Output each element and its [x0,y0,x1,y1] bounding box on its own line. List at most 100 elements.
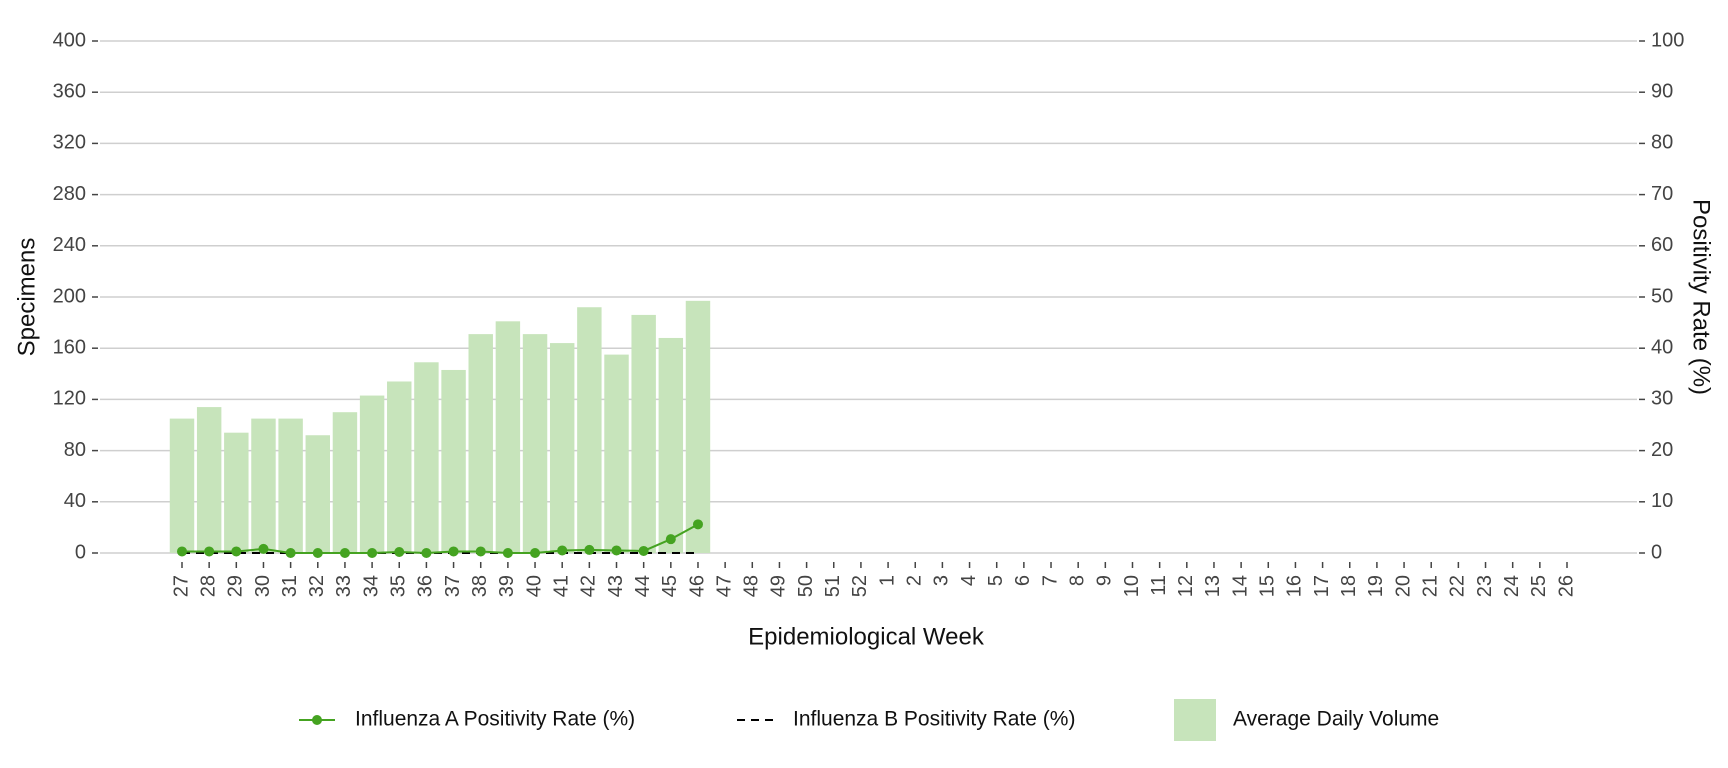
y-tick-label: 280 [53,183,86,205]
x-tick-label: 5 [985,575,1007,586]
point [665,534,676,545]
x-tick-label: 25 [1528,575,1550,597]
point [584,544,595,555]
point [530,548,541,558]
bar [549,343,575,553]
x-tick-label: 44 [632,575,654,597]
x-tick-label: 1 [876,575,898,586]
y2-tick-label: 0 [1651,541,1662,563]
y2-tick-label: 20 [1651,439,1673,461]
x-tick-label: 37 [442,575,464,597]
x-tick-label: 19 [1365,575,1387,597]
point [611,545,622,556]
x-tick-label: 32 [306,575,328,597]
bar [305,435,331,553]
point [339,548,350,558]
bar [658,337,684,553]
y2-tick-label: 60 [1651,234,1673,256]
y-tick-label: 360 [53,80,86,102]
x-tick-label: 33 [333,575,355,597]
point [557,545,568,556]
x-tick-label: 22 [1447,575,1469,597]
x-tick-label: 51 [822,575,844,597]
point [285,548,296,558]
point [421,548,432,558]
x-tick-label: 39 [496,575,518,597]
x-tick-label: 3 [931,575,953,586]
y-tick-label: 120 [53,388,86,410]
x-tick-label: 50 [795,575,817,597]
bar [169,418,195,553]
x-tick-label: 13 [1202,575,1224,597]
y-tick-label: 200 [53,285,86,307]
x-tick-label: 40 [523,575,545,597]
point [475,546,486,557]
x-tick-label: 45 [659,575,681,597]
legend-label: Influenza B Positivity Rate (%) [793,708,1075,731]
x-tick-label: 52 [849,575,871,597]
x-tick-label: 10 [1121,575,1143,597]
x-tick-label: 49 [768,575,790,597]
x-tick-label: 23 [1474,575,1496,597]
point [231,546,242,557]
x-tick-label: 4 [958,575,980,586]
x-tick-label: 9 [1094,575,1116,586]
x-tick-label: 7 [1039,575,1061,586]
bar [224,432,249,553]
bar [332,412,358,553]
bar [577,307,602,553]
x-tick-label: 12 [1175,575,1197,597]
point [204,546,215,557]
bar [522,334,548,553]
x-tick-label: 24 [1501,575,1523,597]
y-tick-label: 40 [64,490,86,512]
x-tick-label: 11 [1148,575,1170,596]
x-tick-label: 17 [1311,575,1333,597]
x-tick-label: 15 [1257,575,1279,597]
y2-tick-label: 80 [1651,132,1673,154]
y2-tick-label: 40 [1651,336,1673,358]
x-tick-label: 46 [686,575,708,597]
x-tick-label: 38 [469,575,491,597]
x-tick-label: 35 [388,575,410,597]
y2-tick-label: 30 [1651,388,1673,410]
y2-tick-label: 50 [1651,285,1673,307]
y-tick-label: 400 [53,29,86,51]
bar [685,300,711,553]
x-tick-label: 21 [1419,575,1441,597]
point [638,545,649,556]
bar [387,381,412,553]
x-tick-label: 48 [741,575,763,597]
y2-tick-label: 10 [1651,490,1673,512]
y-tick-label: 240 [53,234,86,256]
y2-tick-label: 100 [1651,29,1684,51]
x-tick-label: 41 [550,575,572,597]
y2-tick-label: 90 [1651,80,1673,102]
x-tick-label: 8 [1066,575,1088,586]
y-axis-label: Specimens [13,238,40,357]
x-tick-label: 28 [197,575,219,597]
bar [468,334,493,553]
x-tick-label: 6 [1012,575,1034,586]
y-tick-label: 0 [75,541,86,563]
x-tick-label: 27 [170,575,192,597]
bar [631,314,656,553]
y-tick-label: 80 [64,439,86,461]
point [177,546,187,557]
legend-label: Influenza A Positivity Rate (%) [355,708,635,731]
x-tick-label: 42 [578,575,600,597]
x-tick-label: 43 [605,575,627,597]
x-tick-label: 20 [1392,575,1414,597]
bar [604,354,629,553]
x-tick-label: 29 [225,575,247,597]
y2-tick-label: 70 [1651,183,1673,205]
y2-axis-label: Positivity Rate (%) [1688,199,1715,395]
x-tick-label: 31 [279,575,301,597]
x-axis-label: Epidemiological Week [748,623,985,650]
point [367,548,378,558]
point [394,546,405,557]
bar [359,395,385,553]
x-tick-label: 2 [904,575,926,586]
y-tick-label: 320 [53,132,86,154]
